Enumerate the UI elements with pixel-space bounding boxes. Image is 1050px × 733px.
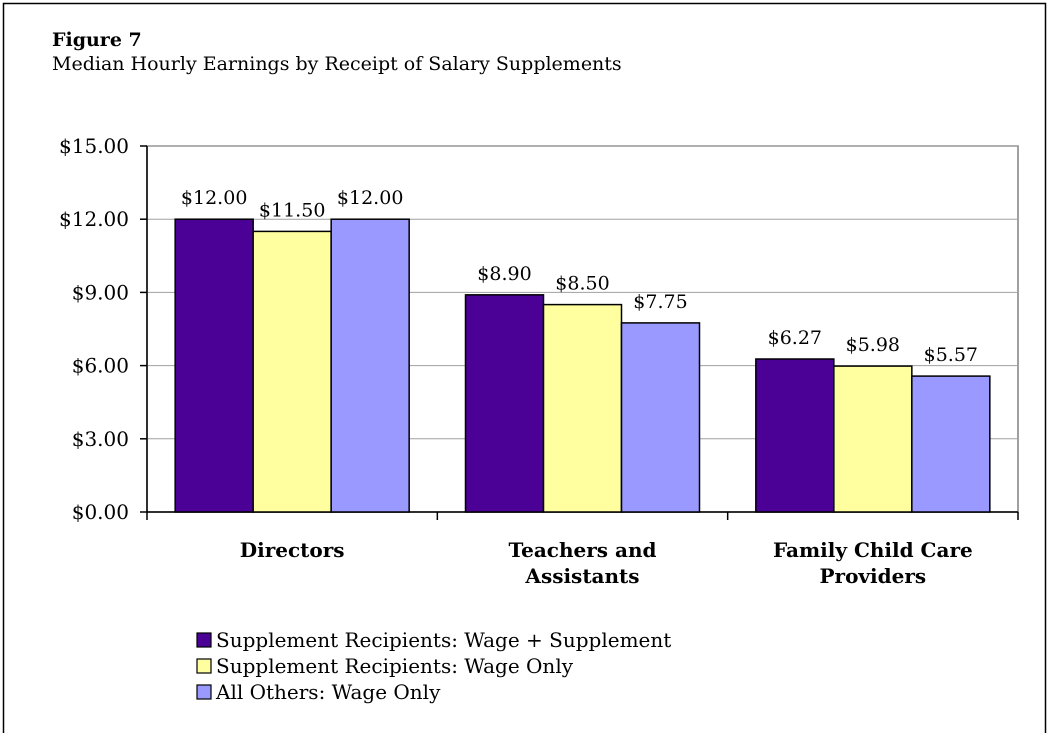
- y-tick-label: $3.00: [72, 427, 129, 451]
- value-label: $8.50: [555, 273, 609, 295]
- bar: [174, 218, 254, 513]
- y-tick-label: $15.00: [59, 134, 129, 158]
- value-label: $5.57: [924, 344, 978, 366]
- bar: [330, 218, 410, 513]
- value-label: $12.00: [181, 187, 247, 209]
- value-label: $7.75: [633, 291, 687, 313]
- x-tick-label: Family Child Care Providers: [773, 538, 973, 588]
- chart-title: Figure 7: [52, 29, 142, 51]
- x-tick-label: Directors: [240, 538, 345, 562]
- bar: [620, 322, 701, 513]
- bar: [542, 303, 623, 513]
- legend-label: Supplement Recipients: Wage + Supplement: [216, 628, 671, 652]
- legend-swatch: [196, 632, 212, 648]
- y-tick-label: $9.00: [72, 280, 129, 304]
- bar: [911, 375, 991, 513]
- bar: [464, 294, 545, 513]
- y-tick-label: $6.00: [72, 354, 129, 378]
- bar: [833, 365, 913, 513]
- legend-swatch: [196, 684, 212, 700]
- value-label: $8.90: [477, 263, 531, 285]
- legend-label: All Others: Wage Only: [215, 680, 441, 704]
- bar: [755, 358, 835, 513]
- bar: [252, 230, 332, 513]
- value-label: $12.00: [337, 187, 403, 209]
- legend-label: Supplement Recipients: Wage Only: [216, 654, 574, 678]
- value-label: $11.50: [259, 199, 325, 221]
- chart-subtitle: Median Hourly Earnings by Receipt of Sal…: [52, 53, 622, 75]
- legend-swatch: [196, 658, 212, 674]
- value-label: $6.27: [768, 327, 822, 349]
- value-label: $5.98: [846, 334, 900, 356]
- y-tick-label: $12.00: [59, 207, 129, 231]
- x-tick-label: Teachers and Assistants: [509, 538, 657, 588]
- y-tick-label: $0.00: [72, 500, 129, 524]
